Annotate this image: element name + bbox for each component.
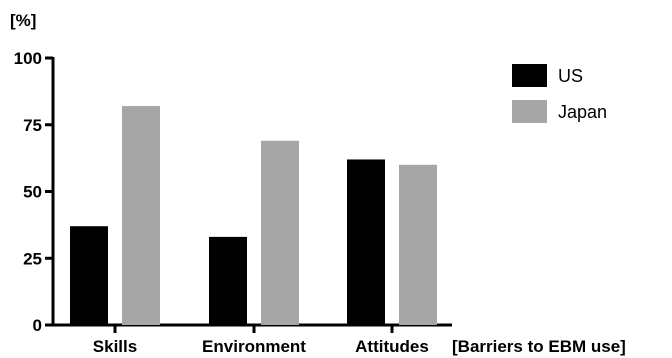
y-axis: 0 25 50 75 100 — [14, 49, 55, 335]
legend-swatch-japan — [512, 100, 547, 123]
x-tick-label: Skills — [93, 337, 137, 356]
x-tick-label: Attitudes — [355, 337, 429, 356]
legend-label-japan: Japan — [558, 102, 607, 122]
y-axis-label: [%] — [10, 11, 36, 30]
x-tick-label: Environment — [202, 337, 306, 356]
legend-swatch-us — [512, 64, 547, 87]
bar-us-skills — [70, 226, 108, 325]
y-tick-label: 0 — [33, 316, 42, 335]
bar-japan-skills — [122, 106, 160, 325]
bar-us-attitudes — [347, 159, 385, 325]
legend: US Japan — [512, 64, 607, 123]
y-tick-label: 100 — [14, 49, 42, 68]
y-tick-label: 25 — [23, 249, 42, 268]
bar-japan-attitudes — [399, 164, 437, 325]
bar-japan-environment — [261, 140, 299, 325]
bars — [70, 106, 437, 325]
x-axis: Skills Environment Attitudes — [52, 323, 452, 356]
y-tick-label: 75 — [23, 116, 42, 135]
legend-label-us: US — [558, 66, 583, 86]
x-axis-label: [Barriers to EBM use] — [452, 337, 626, 356]
y-tick-label: 50 — [23, 183, 42, 202]
bar-us-environment — [209, 236, 247, 325]
